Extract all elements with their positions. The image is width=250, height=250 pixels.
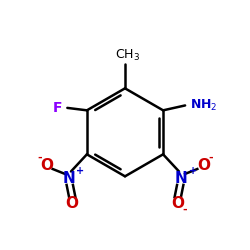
Text: NH$_2$: NH$_2$ (190, 98, 217, 113)
Text: -: - (183, 204, 188, 214)
Text: N: N (62, 171, 75, 186)
Text: O: O (197, 158, 210, 173)
Text: O: O (171, 196, 184, 211)
Text: O: O (66, 196, 79, 211)
Text: F: F (53, 101, 62, 115)
Text: N: N (175, 171, 188, 186)
Text: +: + (76, 166, 84, 176)
Text: CH$_3$: CH$_3$ (115, 48, 140, 63)
Text: -: - (37, 153, 42, 163)
Text: +: + (189, 166, 197, 176)
Text: O: O (40, 158, 53, 173)
Text: -: - (208, 153, 213, 163)
